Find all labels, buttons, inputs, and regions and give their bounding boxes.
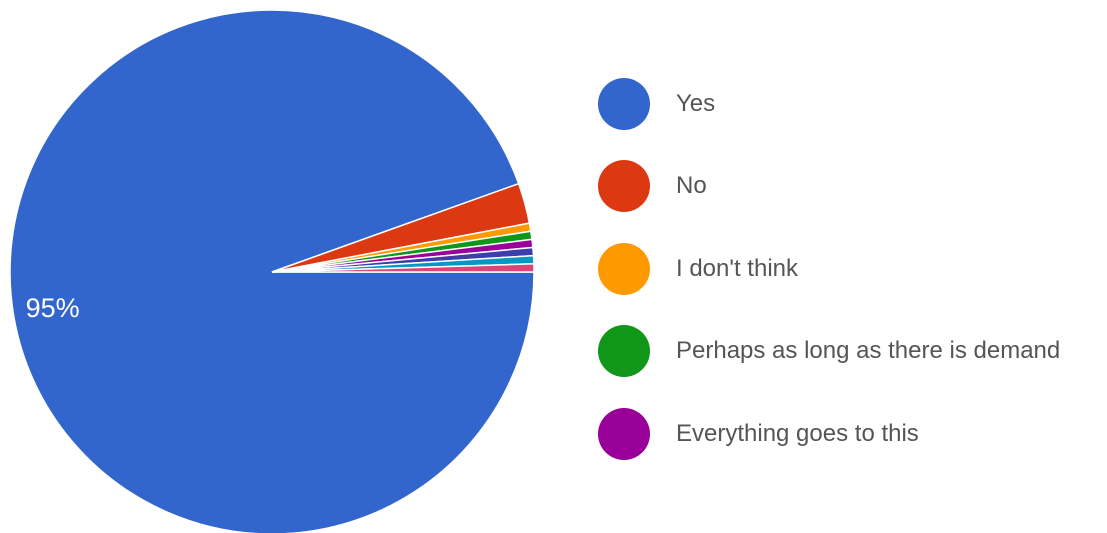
legend-item-everything[interactable]: Everything goes to this bbox=[598, 406, 1103, 461]
legend-label-yes: Yes bbox=[676, 89, 716, 117]
legend-item-no[interactable]: No bbox=[598, 159, 1103, 214]
legend-swatch-perhaps bbox=[598, 325, 650, 377]
legend-swatch-no bbox=[598, 160, 650, 212]
pie-slice-other-3[interactable] bbox=[271, 263, 535, 273]
slice-label-yes: 95% bbox=[26, 293, 80, 323]
legend: Yes No I don't think Perhaps as long as … bbox=[598, 76, 1103, 489]
legend-item-perhaps[interactable]: Perhaps as long as there is demand bbox=[598, 324, 1103, 379]
legend-label-no: No bbox=[676, 172, 707, 199]
legend-item-yes[interactable]: Yes bbox=[598, 76, 1103, 131]
legend-swatch-i-dont-think bbox=[598, 242, 650, 295]
legend-label-perhaps: Perhaps as long as there is demand bbox=[676, 337, 1061, 364]
legend-swatch-yes bbox=[598, 77, 650, 130]
legend-item-i-dont-think[interactable]: I don't think bbox=[598, 241, 1103, 296]
legend-swatch-everything bbox=[598, 407, 650, 460]
legend-label-i-dont-think: I don't think bbox=[676, 254, 798, 282]
legend-label-everything: Everything goes to this bbox=[676, 419, 919, 447]
